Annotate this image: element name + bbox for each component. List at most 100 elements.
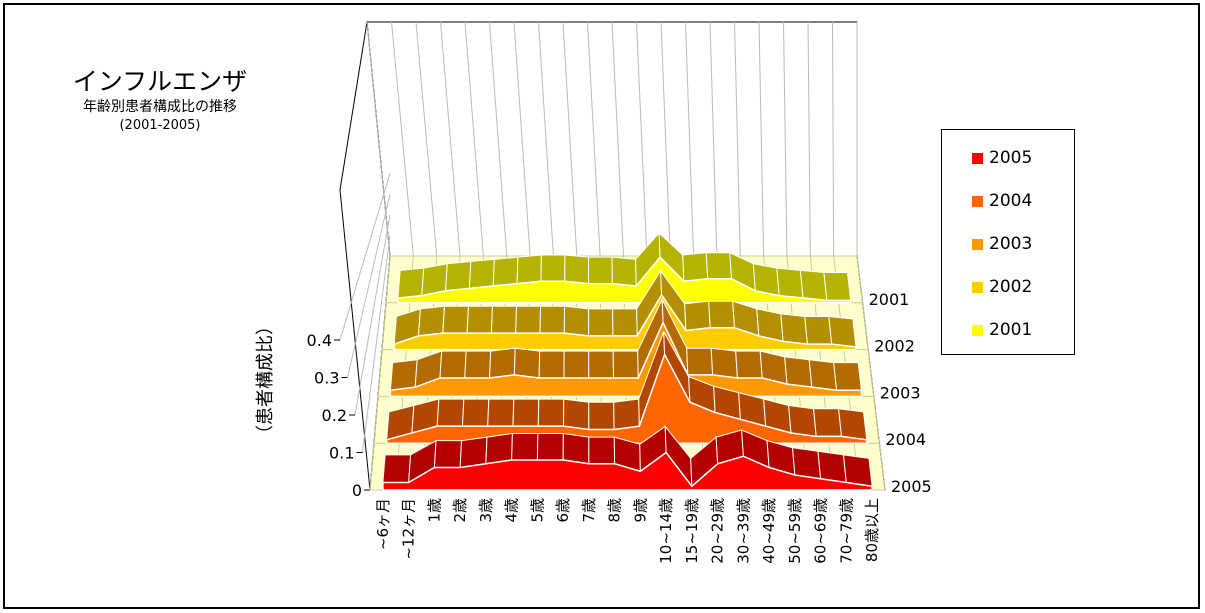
legend-label: 2005 [989,148,1033,168]
grid-line [354,214,391,416]
legend-label: 2003 [989,234,1033,254]
grid-line [758,21,765,257]
grid-line [415,21,438,257]
area-top-segment [588,256,613,285]
x-tick-label: 80歳以上 [863,498,881,562]
area-top-segment [490,305,518,334]
area-top-segment [485,432,513,465]
area-top-segment [791,447,822,480]
legend-swatch [972,324,983,336]
area-top-segment [686,347,714,376]
area-top-segment [813,408,843,437]
x-tick-label: 9歳 [631,498,649,523]
grid-line [362,235,391,453]
grid-line [562,21,578,257]
area-top-segment [512,398,540,427]
title-block: インフルエンザ 年齢別患者構成比の推移 (2001-2005) [25,67,295,135]
grid-line [464,21,484,257]
area-top-segment [564,254,590,285]
area-top-segment [612,308,638,337]
y-tick-label: 0.4 [307,331,332,350]
area-top-segment [611,256,637,287]
area-front-face [382,451,873,491]
x-tick-label: 2歳 [451,498,469,523]
area-top-segment [466,305,494,334]
chart-subtitle: 年齢別患者構成比の推移 [83,99,237,115]
area-top-segment [833,362,862,391]
grid-line [709,21,718,257]
area-top-segment [563,305,590,337]
grid-line [538,21,554,257]
area-top-segment [710,347,738,379]
legend-label: 2004 [989,191,1033,211]
area-top-segment [613,398,640,431]
area-top-segment [389,359,418,391]
grid-line [856,255,886,491]
area-top-segment [705,252,733,280]
area-top-segment [708,300,736,329]
legend-item: 2002 [972,275,1032,299]
area-top-segment [588,350,615,379]
area-top-segment [735,350,763,379]
area-top-segment [459,436,488,469]
grid-line [339,173,391,341]
legend-label: 2001 [989,320,1033,340]
area-top-segment [808,359,838,391]
area-top-segment [823,272,852,301]
area-top-segment [799,269,828,301]
chart-title: インフルエンザ [72,67,248,96]
x-tick-label: 70~79歳 [837,498,855,564]
area-top-segment [838,408,868,441]
x-tick-label: 30~39歳 [734,498,752,564]
area-top-segment [588,308,614,337]
x-tick-label: 20~29歳 [709,498,727,564]
x-tick-label: 3歳 [477,498,495,523]
legend-swatch [972,152,983,164]
area-top-segment [536,433,564,461]
grid-line [611,21,624,257]
series-2005 [382,424,873,491]
x-tick-label: 60~69歳 [812,498,830,564]
area-top-segment [489,347,516,379]
legend-swatch [972,238,983,250]
grid-line [489,21,508,257]
area-top-segment [468,258,495,289]
area-front-face [397,256,852,304]
area-top-segment [433,440,463,468]
legend-item: 2001 [972,318,1032,342]
x-tick-label: ~12ヶ月 [400,498,418,560]
x-tick-label: 6歳 [554,498,572,523]
grid-line [513,21,531,257]
legend-swatch [972,281,983,293]
grid-line [685,21,695,257]
area-top-segment [588,401,615,431]
series-depth-label: 2005 [891,477,932,496]
area-top-segment [588,436,616,465]
area-top-segment [538,350,565,379]
area-top-segment [684,300,711,331]
x-tick-label: 40~49歳 [760,498,778,564]
x-tick-label: ~6ヶ月 [374,498,392,550]
area-top-segment [445,260,472,292]
x-tick-label: 5歳 [528,498,546,523]
area-top-segment [492,256,519,287]
area-top-segment [436,398,465,427]
area-top-segment [417,305,445,337]
area-top-segment [780,313,808,345]
grid-line [807,21,811,257]
x-tick-label: 4歳 [503,498,521,523]
x-tick-label: 7歳 [580,498,598,523]
area-top-segment [537,398,565,427]
area-top-segment [511,433,539,461]
chart-3d-area: 0 0.1 0.2 0.3 0.4 2001 2002 2003 2004 2005 ~6ヶ月 ~12… [255,21,932,564]
series-2004 [385,331,868,444]
legend-swatch [972,195,983,207]
y-tick-label: 0 [352,481,362,500]
legend-label: 2002 [989,277,1033,297]
grid-line [347,194,391,378]
grid-line [734,21,741,257]
grid-line [366,21,391,257]
grid-line [587,21,601,257]
series-depth-label: 2004 [885,430,926,449]
area-top-segment [461,398,490,427]
